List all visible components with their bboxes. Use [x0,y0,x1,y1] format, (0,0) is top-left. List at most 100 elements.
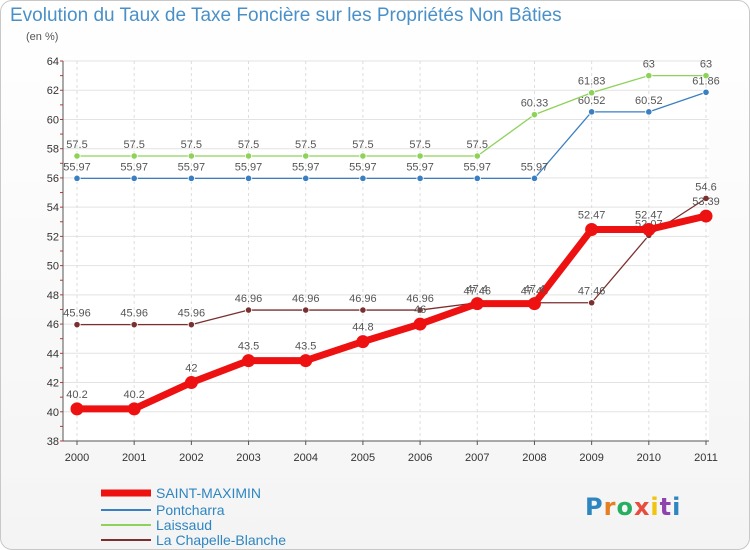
data-label-pontcharra: 55.97 [178,161,206,173]
y-tick-label: 62 [47,85,59,97]
data-label-la-chapelle-blanche: 47.46 [578,286,606,298]
x-tick-label: 2007 [465,452,489,464]
data-point-saint-maximin [470,297,484,311]
x-tick-label: 2006 [408,452,432,464]
data-label-saint-maximin: 47.4 [524,284,545,296]
logo-letter: t [659,493,673,521]
data-point-laissaud [73,152,81,160]
x-tick-label: 2002 [179,452,203,464]
y-tick-label: 58 [47,144,59,156]
data-label-laissaud: 57.5 [66,139,87,151]
x-tick-label: 2005 [351,452,375,464]
series-line-laissaud [77,74,706,157]
y-tick-label: 46 [47,319,59,331]
data-label-laissaud: 57.5 [295,139,316,151]
data-label-la-chapelle-blanche: 46.96 [349,293,377,305]
data-label-laissaud: 57.5 [123,139,144,151]
chart-title: Evolution du Taux de Taxe Foncière sur l… [10,5,562,26]
data-label-pontcharra: 55.97 [120,161,148,173]
data-label-pontcharra: 55.97 [235,161,263,173]
data-label-laissaud: 57.5 [467,139,488,151]
data-label-pontcharra: 61.86 [692,75,720,87]
data-point-saint-maximin [299,354,313,368]
x-tick-label: 2009 [579,452,603,464]
data-point-saint-maximin [699,209,713,223]
data-label-pontcharra: 60.52 [635,95,663,107]
series-line-saint-maximin [77,212,707,413]
data-point-pontcharra [645,108,653,116]
y-tick-label: 52 [47,231,59,243]
series-line-pontcharra [77,91,707,180]
logo-letter: P [585,493,604,521]
data-point-laissaud [302,152,310,160]
data-label-laissaud: 63 [643,59,655,71]
data-label-saint-maximin: 52.47 [578,210,606,222]
y-tick-label: 40 [47,407,59,419]
series-line-la-chapelle-blanche [77,197,707,326]
y-tick-label: 48 [47,290,59,302]
data-point-pontcharra [588,108,596,116]
data-label-saint-maximin: 46 [414,304,426,316]
x-tick-label: 2000 [65,452,89,464]
data-point-laissaud [416,152,424,160]
data-point-laissaud [530,111,539,119]
data-point-laissaud [588,89,596,97]
data-label-saint-maximin: 43.5 [238,341,259,353]
data-label-laissaud: 63 [700,59,712,71]
data-point-saint-maximin [642,223,656,237]
data-label-saint-maximin: 47.4 [467,284,488,296]
data-point-laissaud [359,152,367,160]
x-tick-label: 2004 [293,452,317,464]
data-point-laissaud [244,152,253,160]
data-point-saint-maximin [184,376,198,390]
data-label-laissaud: 57.5 [409,139,430,151]
x-tick-label: 2001 [122,452,146,464]
logo-letter: x [633,493,651,521]
x-tick-label: 2003 [236,452,260,464]
legend-label-la-chapelle-blanche: La Chapelle-Blanche [156,532,286,548]
data-point-saint-maximin [127,402,141,416]
y-tick-label: 64 [47,56,59,68]
data-point-la-chapelle-blanche [130,321,138,329]
data-point-la-chapelle-blanche [244,306,253,314]
data-label-saint-maximin: 52.47 [635,210,663,222]
data-point-saint-maximin [70,402,84,416]
x-tick-label: 2011 [694,452,718,464]
data-point-saint-maximin [356,335,370,349]
data-label-pontcharra: 55.97 [63,161,91,173]
data-point-saint-maximin [585,223,599,237]
data-label-la-chapelle-blanche: 46.96 [235,293,263,305]
data-label-laissaud: 57.5 [238,139,259,151]
data-point-pontcharra [473,174,481,182]
data-label-la-chapelle-blanche: 45.96 [178,308,206,320]
data-point-pontcharra [73,174,81,182]
data-label-saint-maximin: 43.5 [295,341,316,353]
data-label-laissaud: 61.83 [578,76,606,88]
data-point-saint-maximin [242,354,256,368]
data-point-la-chapelle-blanche [187,321,195,329]
data-point-laissaud [130,152,138,160]
data-point-pontcharra [187,174,195,182]
data-label-la-chapelle-blanche: 46.96 [406,293,434,305]
data-label-la-chapelle-blanche: 46.96 [292,293,320,305]
logo-letter: r [603,493,617,521]
legend-label-laissaud: Laissaud [156,517,212,533]
legend-label-saint-maximin: SAINT-MAXIMIN [156,485,261,501]
plot-area [63,61,709,441]
data-point-la-chapelle-blanche [702,194,710,202]
data-point-pontcharra [359,174,367,182]
data-label-pontcharra: 55.97 [464,161,492,173]
y-tick-label: 44 [47,348,59,360]
y-tick-label: 42 [47,378,59,390]
data-label-saint-maximin: 40.2 [66,389,87,401]
logo-letter: i [650,493,660,521]
y-tick-label: 54 [47,202,59,214]
data-point-laissaud [187,152,195,160]
data-label-saint-maximin: 44.8 [352,322,373,334]
x-tick-label: 2008 [522,452,546,464]
data-point-la-chapelle-blanche [588,299,596,307]
data-point-laissaud [645,72,653,80]
data-point-la-chapelle-blanche [302,306,310,314]
data-point-la-chapelle-blanche [73,321,81,329]
